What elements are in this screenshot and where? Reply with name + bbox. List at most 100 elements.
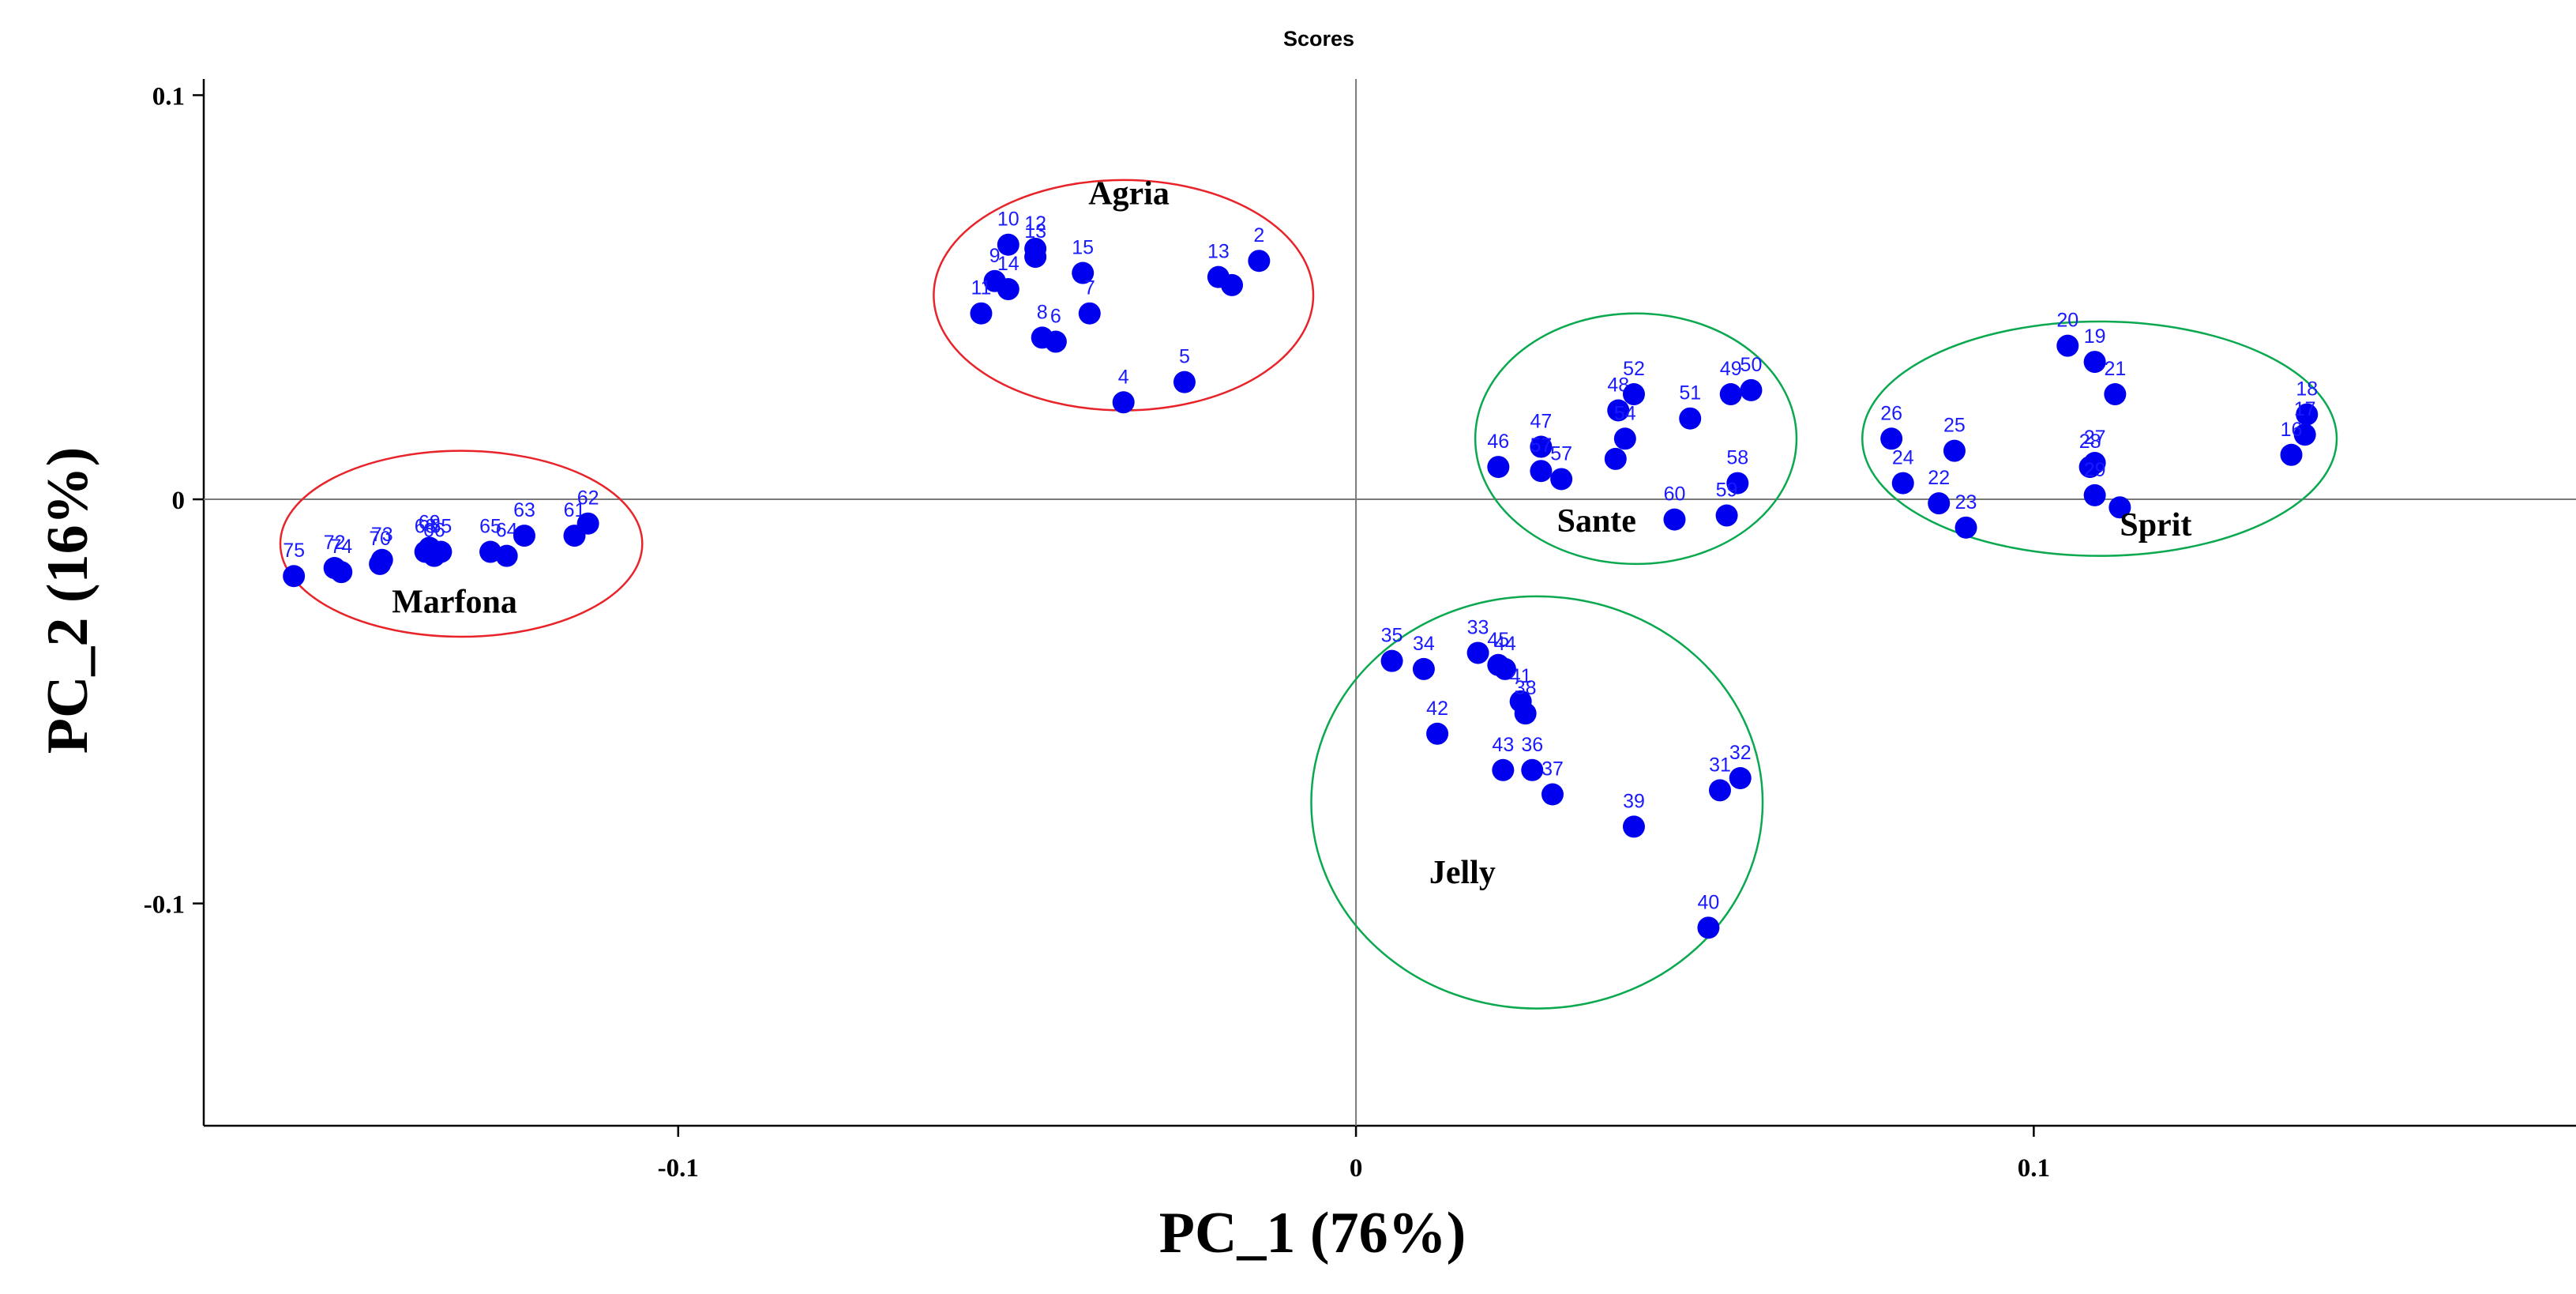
- point-label: 19: [2084, 325, 2106, 348]
- score-point: [997, 278, 1020, 301]
- point-label: 12: [1024, 213, 1046, 235]
- point-label: 73: [371, 524, 393, 546]
- cluster-label-agria: Agria: [1088, 176, 1170, 213]
- point-label: 35: [1381, 625, 1403, 647]
- cluster-ellipse-sante: [1474, 312, 1798, 566]
- point-label: 11: [971, 277, 991, 299]
- point-label: 6: [1050, 306, 1061, 328]
- score-point: [1541, 783, 1564, 806]
- point-label: 23: [1955, 491, 1977, 513]
- point-label: 65: [479, 516, 501, 538]
- point-label: 69: [419, 511, 441, 533]
- axes: [202, 79, 2576, 1127]
- score-point: [1719, 383, 1742, 406]
- point-label: 7: [1084, 277, 1095, 299]
- point-label: 31: [1709, 754, 1731, 776]
- point-label: 14: [997, 253, 1020, 275]
- score-point: [1708, 779, 1731, 802]
- point-label: 21: [2104, 358, 2126, 380]
- point-label: 34: [1413, 633, 1435, 655]
- score-point: [2296, 403, 2319, 426]
- point-label: 42: [1426, 698, 1448, 720]
- score-point: [1622, 815, 1645, 838]
- score-point: [1078, 302, 1101, 325]
- point-label: 20: [2056, 310, 2078, 332]
- score-point: [1891, 472, 1914, 495]
- x-tick-label: 0.1: [2018, 1154, 2050, 1183]
- point-label: 66: [423, 520, 445, 542]
- cluster-label-sante: Sante: [1557, 503, 1636, 540]
- score-point: [422, 544, 445, 567]
- point-label: 59: [1716, 480, 1738, 502]
- point-label: 33: [1467, 616, 1489, 638]
- x-axis-title: PC_1 (76%): [1159, 1201, 1466, 1266]
- score-point: [1492, 758, 1515, 781]
- score-point: [1715, 504, 1738, 527]
- point-label: 17: [2294, 398, 2316, 420]
- score-point: [1530, 435, 1553, 458]
- point-label: 10: [997, 209, 1020, 231]
- y-tick-label: 0.1: [152, 82, 185, 111]
- x-ticks: -0.1 0 0.1: [658, 1126, 2050, 1183]
- cluster-label-sprit: Sprit: [2120, 507, 2191, 544]
- score-point: [1493, 657, 1516, 680]
- point-label: 26: [1880, 402, 1902, 424]
- point-label: 25: [1943, 415, 1966, 437]
- point-label: 60: [1664, 483, 1686, 506]
- point-label: 9: [989, 245, 1001, 267]
- point-label: 72: [324, 532, 346, 554]
- point-label: 22: [1928, 467, 1950, 489]
- point-label: 24: [1892, 447, 1914, 469]
- cluster-label-marfona: Marfona: [392, 584, 517, 620]
- score-point: [1487, 456, 1510, 479]
- y-tick-label: 0: [172, 487, 186, 515]
- score-point: [1466, 641, 1489, 664]
- y-tick-label: -0.1: [144, 891, 185, 920]
- point-label: 75: [283, 540, 305, 562]
- point-label: 36: [1521, 734, 1543, 756]
- score-point: [1943, 439, 1966, 462]
- score-point: [1072, 261, 1095, 284]
- score-point: [2280, 443, 2303, 466]
- score-point: [1521, 758, 1544, 781]
- score-point: [1112, 391, 1135, 414]
- point-label: 63: [513, 499, 535, 521]
- point-label: 70: [369, 528, 391, 550]
- point-label: 15: [1072, 237, 1094, 259]
- score-point: [283, 565, 306, 588]
- score-point: [1622, 383, 1645, 406]
- score-point: [330, 561, 353, 584]
- point-label: 57: [1550, 442, 1572, 465]
- score-point: [1613, 427, 1636, 450]
- score-point: [2083, 483, 2106, 506]
- point-label: 38: [1515, 677, 1537, 699]
- score-point: [1044, 330, 1067, 353]
- point-label: 45: [1487, 629, 1509, 651]
- score-point: [1248, 250, 1271, 273]
- x-tick-label: 0: [1350, 1154, 1363, 1183]
- score-point: [1729, 767, 1752, 790]
- cluster-ellipse-jelly: [1310, 595, 1764, 1010]
- score-point: [513, 525, 535, 547]
- point-label: 28: [2079, 431, 2101, 453]
- score-point: [2078, 456, 2101, 479]
- point-label: 41: [1510, 665, 1532, 687]
- point-label: 5: [1179, 346, 1190, 368]
- score-point: [1679, 407, 1702, 430]
- point-label: 46: [1487, 431, 1509, 453]
- point-label: 58: [1726, 447, 1748, 469]
- cluster-ellipse-sprit: [1861, 320, 2338, 557]
- point-label: 4: [1118, 366, 1129, 388]
- y-ticks: 0.1 0 -0.1: [144, 82, 204, 920]
- score-point: [1880, 427, 1903, 450]
- score-point: [2108, 496, 2131, 519]
- score-point: [1514, 702, 1537, 725]
- cluster-labels: Agria Sante Sprit Jelly Marfona: [392, 176, 2191, 891]
- point-label: 62: [577, 487, 599, 510]
- point-label: 27: [2084, 427, 2106, 449]
- score-point: [1530, 460, 1553, 483]
- point-label: 47: [1530, 411, 1552, 433]
- point-label: 16: [2281, 419, 2303, 441]
